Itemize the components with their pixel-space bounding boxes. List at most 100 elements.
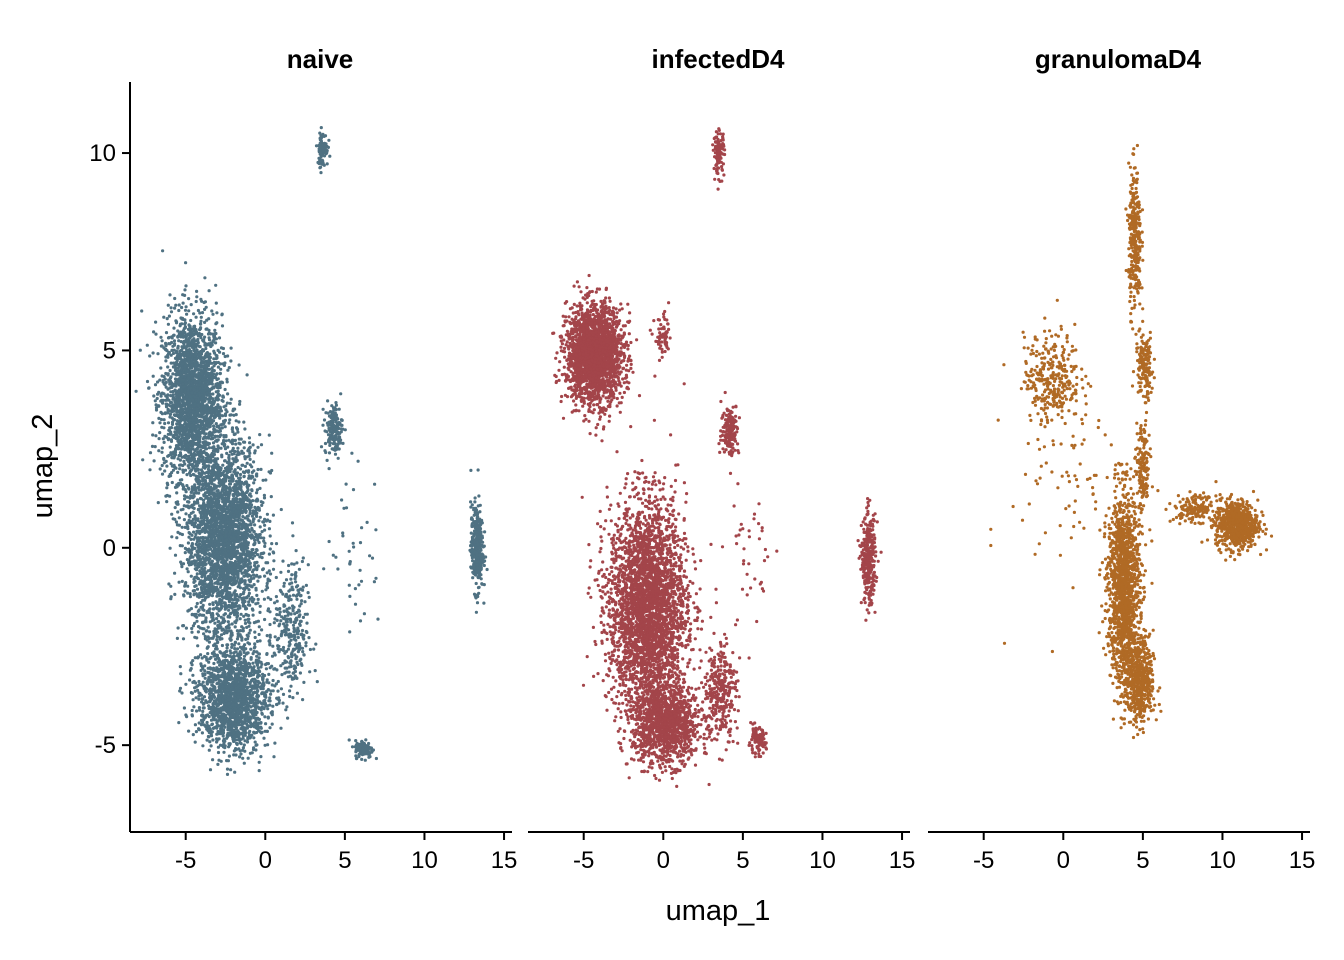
data-point (239, 482, 243, 486)
data-point (190, 373, 194, 377)
data-point (179, 409, 183, 413)
data-point (199, 579, 203, 583)
data-point (176, 530, 180, 535)
data-point (209, 332, 213, 336)
data-point (251, 499, 255, 503)
data-point (169, 584, 173, 588)
data-point (175, 445, 179, 449)
data-point (212, 349, 216, 353)
data-point (252, 543, 256, 547)
data-point (174, 432, 179, 436)
data-point (184, 382, 189, 386)
data-point (192, 407, 196, 411)
data-point (222, 613, 226, 617)
data-point (221, 497, 225, 502)
data-point (190, 485, 194, 489)
data-point (171, 468, 175, 472)
data-point (190, 433, 194, 437)
data-point (202, 427, 206, 431)
data-point (211, 575, 215, 579)
data-point (237, 524, 241, 529)
data-point (240, 571, 244, 575)
data-point (173, 450, 178, 454)
data-point (237, 363, 241, 367)
data-point (168, 293, 172, 297)
data-point (214, 357, 218, 361)
data-point (184, 490, 188, 494)
data-point (238, 399, 242, 404)
data-point (253, 523, 257, 527)
data-point (216, 620, 220, 624)
data-point (203, 407, 207, 411)
data-point (187, 364, 191, 368)
data-point (258, 525, 262, 529)
data-point (171, 361, 176, 365)
data-point (266, 561, 270, 565)
data-point (195, 441, 199, 445)
data-point (188, 324, 192, 328)
data-point (243, 457, 247, 461)
data-point (207, 446, 211, 450)
data-point (145, 343, 149, 347)
data-point (185, 484, 189, 488)
data-point (173, 592, 177, 597)
data-point (195, 499, 200, 503)
data-point (188, 515, 192, 519)
data-point (209, 456, 213, 460)
data-point (180, 426, 184, 430)
data-point (199, 505, 203, 509)
data-point (179, 481, 183, 486)
data-point (199, 497, 203, 501)
data-point (164, 341, 168, 345)
data-point (180, 544, 184, 548)
data-point (216, 389, 220, 393)
data-point (244, 530, 248, 535)
data-point (192, 346, 196, 350)
data-point (214, 497, 218, 501)
data-point (241, 463, 245, 467)
data-point (224, 408, 228, 412)
data-point (243, 539, 247, 543)
data-point (141, 458, 145, 462)
data-point (181, 624, 185, 628)
data-point (227, 438, 231, 442)
data-point (256, 564, 260, 568)
data-point (241, 451, 245, 455)
data-point (230, 479, 234, 483)
data-point (245, 625, 249, 630)
data-point (180, 388, 184, 393)
data-point (164, 459, 168, 463)
data-point (209, 490, 213, 494)
data-point (228, 485, 232, 490)
data-point (246, 620, 251, 624)
data-point (256, 619, 260, 623)
data-point (235, 471, 240, 475)
data-point (187, 383, 192, 387)
data-point (224, 530, 228, 534)
data-point (205, 519, 209, 523)
data-point (162, 315, 166, 319)
data-point (261, 478, 265, 482)
data-point (215, 617, 219, 621)
data-point (203, 478, 207, 483)
data-point (197, 593, 201, 597)
data-point (160, 344, 164, 348)
data-point (197, 545, 201, 549)
data-point (211, 474, 215, 478)
data-point (168, 342, 172, 346)
data-point (224, 439, 228, 443)
data-point (191, 589, 195, 593)
data-point (195, 566, 199, 570)
data-point (185, 567, 189, 571)
scatter-points-naive (134, 126, 489, 777)
data-point (197, 353, 201, 357)
data-point (220, 565, 224, 569)
data-point (201, 586, 205, 590)
data-point (180, 478, 184, 482)
data-point (215, 311, 219, 315)
data-point (148, 468, 152, 472)
data-point (190, 545, 194, 549)
data-point (260, 551, 264, 556)
data-point (185, 521, 189, 525)
data-point (218, 600, 222, 604)
